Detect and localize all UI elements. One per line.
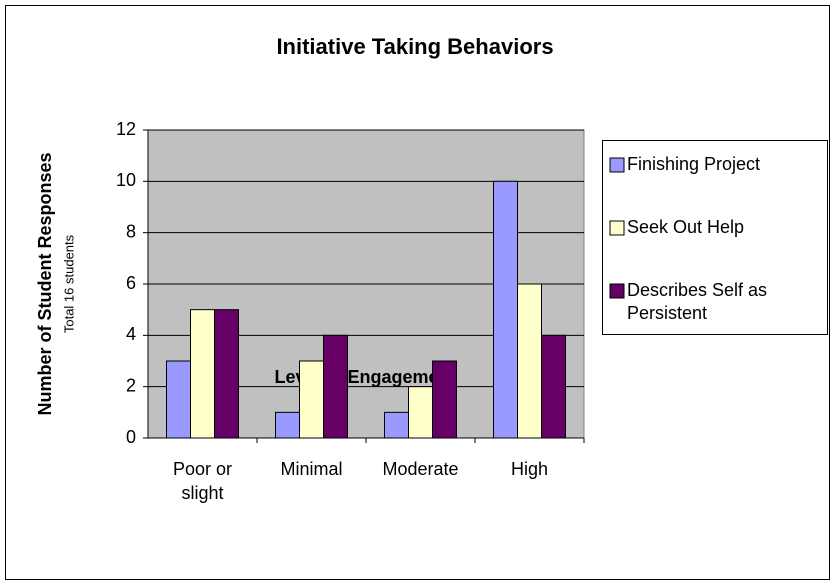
x-tick-label: Poor or slight (173, 459, 232, 503)
y-tick-label: 12 (116, 119, 136, 139)
y-tick-label: 6 (126, 273, 136, 293)
legend-label: Seek Out Help (627, 217, 744, 237)
legend-box (602, 140, 828, 335)
y-tick-label: 8 (126, 221, 136, 241)
bar (275, 411, 300, 439)
bar (323, 334, 348, 439)
bar (384, 411, 409, 439)
x-tick-label: Minimal (280, 459, 342, 479)
bar (432, 360, 457, 439)
bar (493, 180, 518, 439)
chart-title: Initiative Taking Behaviors (276, 34, 553, 59)
y-tick-label: 0 (126, 427, 136, 447)
y-tick-label: 10 (116, 170, 136, 190)
bar (541, 334, 566, 439)
legend-swatch (609, 157, 625, 173)
y-axis-subtitle: Total 16 students (61, 234, 76, 333)
y-tick-label: 2 (126, 375, 136, 395)
bar (408, 386, 433, 439)
bar (166, 360, 191, 439)
legend-swatch (609, 220, 625, 236)
bar (214, 309, 239, 439)
bar (299, 360, 324, 439)
y-tick-label: 4 (126, 324, 136, 344)
legend-label: Describes Self as Persistent (627, 280, 767, 323)
legend-label: Finishing Project (627, 154, 760, 174)
bar (190, 309, 215, 439)
x-tick-label: Moderate (382, 459, 458, 479)
bar (517, 283, 542, 439)
y-axis-title: Number of Student Responses (35, 152, 55, 415)
x-tick-label: High (511, 459, 548, 479)
legend-swatch (609, 283, 625, 299)
